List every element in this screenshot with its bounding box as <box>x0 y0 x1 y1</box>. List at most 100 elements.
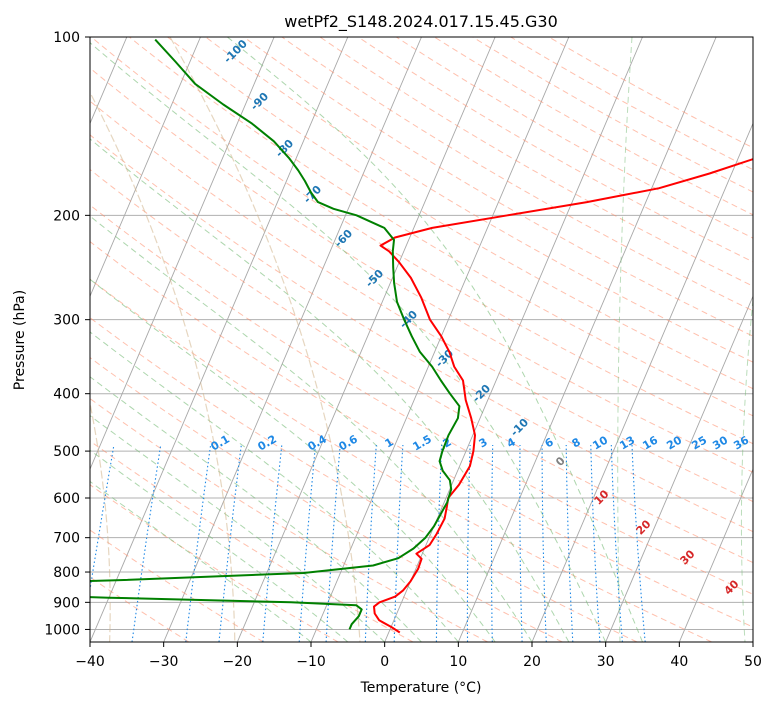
mixing-ratio-label: 0.6 <box>337 432 361 453</box>
y-axis-label: Pressure (hPa) <box>12 290 28 390</box>
y-tick-label: 700 <box>53 531 80 547</box>
isotherm <box>678 467 753 642</box>
dry-adiabat <box>90 529 264 642</box>
mixing-ratio-line <box>262 444 283 642</box>
iso-humidity-label: 40 <box>722 577 742 597</box>
dry-adiabat <box>90 67 753 473</box>
mixing-ratio-line <box>218 444 242 642</box>
y-tick-label: 200 <box>53 208 80 224</box>
dewpoint-profile <box>90 38 461 630</box>
isotherm <box>90 37 275 471</box>
dry-adiabat <box>243 37 753 337</box>
mixing-ratio-line <box>565 444 574 642</box>
moist-adiabat <box>90 42 607 642</box>
y-tick-label: 1000 <box>44 622 80 638</box>
dry-adiabat <box>90 100 753 503</box>
dry-adiabat <box>90 278 712 642</box>
moist-adiabat <box>90 278 496 642</box>
isotherm <box>384 37 643 642</box>
dry-adiabat <box>90 317 638 642</box>
dry-adiabat <box>90 484 339 642</box>
dry-adiabat <box>90 168 753 564</box>
x-tick-label: 20 <box>523 654 541 670</box>
mixing-ratio-line <box>610 444 623 642</box>
mixing-ratio-line <box>393 444 404 642</box>
plot-frame <box>89 36 754 643</box>
mixing-ratio-line <box>131 444 162 642</box>
moist-adiabat <box>227 37 643 642</box>
mixing-ratio-line <box>519 444 523 642</box>
wet-bulb-label: -50 <box>363 267 386 290</box>
moist-adiabat <box>90 415 386 642</box>
mixing-ratio-label: 8 <box>570 435 583 450</box>
dry-adiabat <box>548 37 753 149</box>
mixing-ratio-line <box>435 444 443 642</box>
mixing-ratio-label: 13 <box>617 434 637 453</box>
dry-isentrope <box>169 37 361 642</box>
grid-layer <box>90 37 753 642</box>
y-tick-label: 600 <box>53 491 80 507</box>
dry-adiabat <box>205 37 753 363</box>
moist-adiabat <box>90 331 459 642</box>
moist-adiabat <box>740 299 753 642</box>
x-tick-label: −40 <box>75 654 105 670</box>
moist-adiabat <box>90 449 349 642</box>
moist-adiabat <box>90 138 570 642</box>
moist-adiabat <box>90 376 422 642</box>
temperature-profile <box>373 158 753 634</box>
mixing-ratio-label: 0.1 <box>209 432 232 453</box>
x-tick-label: 0 <box>380 654 389 670</box>
iso-humidity-label: 20 <box>634 517 654 537</box>
dry-adiabat <box>90 37 753 445</box>
dry-adiabat <box>90 241 753 628</box>
x-tick-label: 30 <box>597 654 615 670</box>
dry-adiabat <box>510 37 753 171</box>
mixing-ratio-line <box>631 444 646 642</box>
mixing-ratio-line <box>90 444 115 593</box>
y-tick-label: 500 <box>53 444 80 460</box>
mixing-ratio-line <box>466 444 471 642</box>
mixing-ratio-label: 0.2 <box>256 432 279 453</box>
dry-adiabat <box>90 440 414 642</box>
mixing-ratio-label: 3 <box>477 435 490 450</box>
y-tick-label: 300 <box>53 313 80 329</box>
isotherm <box>163 37 422 642</box>
dry-adiabat <box>90 134 753 533</box>
isotherm <box>90 37 349 642</box>
mixing-ratio-label: 6 <box>543 435 556 450</box>
y-tick-label: 900 <box>53 595 80 611</box>
moist-adiabat <box>90 215 533 642</box>
isotherm <box>457 37 717 642</box>
wet-bulb-label: -80 <box>273 137 296 160</box>
wet-bulb-label: 0 <box>553 454 568 469</box>
iso-humidity-label: 30 <box>678 547 698 567</box>
mixing-ratio-line <box>490 444 494 642</box>
x-axis-label: Temperature (°C) <box>360 680 482 696</box>
isotherm <box>90 37 201 298</box>
dry-adiabat <box>434 37 753 216</box>
wet-bulb-label: -30 <box>433 347 456 370</box>
mixing-ratio-line <box>325 444 341 642</box>
isotherm <box>236 37 496 642</box>
y-tick-label: 800 <box>53 565 80 581</box>
dry-isentrope <box>90 91 236 642</box>
mixing-ratio-label: 10 <box>590 433 610 452</box>
chart-title: wetPf2_S148.2024.017.15.45.G30 <box>284 12 558 32</box>
mixing-ratio-label: 20 <box>664 433 684 452</box>
dry-adiabat <box>281 37 753 312</box>
x-tick-label: 40 <box>670 654 688 670</box>
series-layer <box>90 38 753 634</box>
x-tick-label: 50 <box>744 654 762 670</box>
mixing-ratio-line <box>590 444 601 642</box>
iso-humidity-label: 10 <box>592 487 612 507</box>
wet-bulb-label: -20 <box>470 382 493 405</box>
mixing-ratio-label: 30 <box>710 433 730 452</box>
mixing-ratio-line <box>364 444 377 642</box>
isotherm <box>605 295 753 642</box>
dry-adiabat <box>167 37 753 390</box>
wet-bulb-label: -90 <box>248 90 271 113</box>
x-tick-label: −30 <box>149 654 179 670</box>
y-tick-label: 100 <box>53 30 80 46</box>
